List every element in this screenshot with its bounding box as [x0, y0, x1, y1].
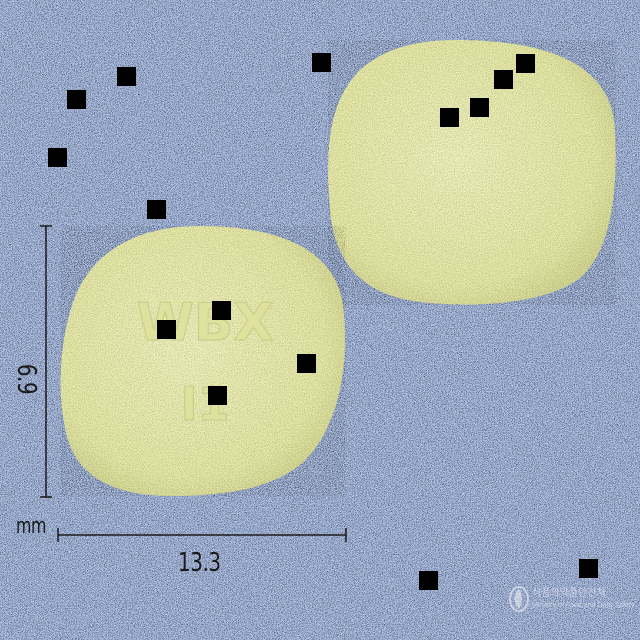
height-label: 6.9	[11, 363, 41, 395]
watermark: 식품의약품안전처 Ministry of Food and Drug Safet…	[508, 582, 634, 622]
height-dimension-line	[40, 225, 52, 498]
watermark-logo-icon	[509, 586, 529, 612]
watermark-text-korean: 식품의약품안전처	[532, 588, 606, 599]
unit-label: mm	[16, 514, 47, 539]
tablet-front-speckle	[60, 226, 346, 496]
width-dimension-line	[57, 528, 347, 542]
imprint-line2: I1	[180, 377, 229, 431]
noise-squares	[48, 53, 598, 590]
width-label: 13.3	[178, 548, 221, 578]
tablet-back-speckle	[328, 40, 616, 305]
watermark-text-english: Ministry of Food and Drug Safety	[532, 602, 635, 609]
